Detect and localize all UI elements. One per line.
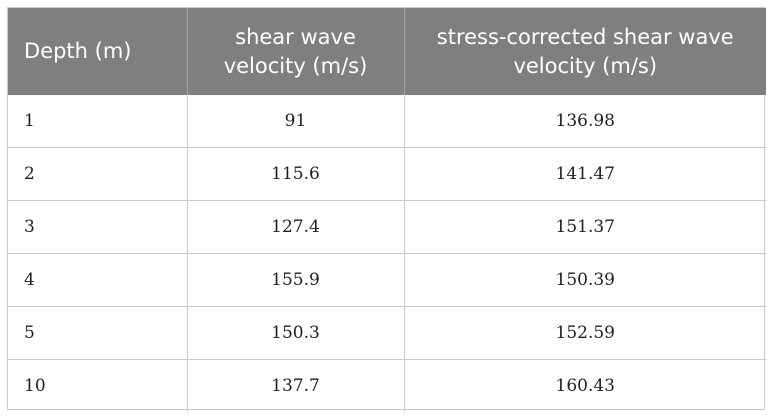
cell-depth: 10 bbox=[8, 359, 188, 412]
table-header: Depth (m) shear wave velocity (m/s) stre… bbox=[8, 8, 766, 95]
cell-shear-wave-velocity: 127.4 bbox=[187, 200, 405, 254]
cell-shear-wave-velocity: 137.7 bbox=[187, 359, 405, 412]
table-row: 2 115.6 141.47 bbox=[8, 147, 766, 201]
cell-shear-wave-velocity: 115.6 bbox=[187, 147, 405, 201]
header-row: Depth (m) shear wave velocity (m/s) stre… bbox=[8, 8, 766, 95]
table-row: 3 127.4 151.37 bbox=[8, 200, 766, 254]
cell-stress-corrected-velocity: 150.39 bbox=[404, 253, 766, 307]
data-table-frame: Depth (m) shear wave velocity (m/s) stre… bbox=[7, 7, 766, 412]
cell-stress-corrected-velocity: 151.37 bbox=[404, 200, 766, 254]
cell-depth: 4 bbox=[8, 253, 188, 307]
table-row: 1 91 136.98 bbox=[8, 95, 766, 148]
cell-shear-wave-velocity: 91 bbox=[187, 95, 405, 148]
cell-shear-wave-velocity: 150.3 bbox=[187, 306, 405, 360]
cell-depth: 2 bbox=[8, 147, 188, 201]
table-row: 10 137.7 160.43 bbox=[8, 359, 766, 412]
table-row: 5 150.3 152.59 bbox=[8, 306, 766, 360]
cell-depth: 5 bbox=[8, 306, 188, 360]
cell-stress-corrected-velocity: 136.98 bbox=[555, 111, 615, 131]
cell-stress-corrected-velocity: 160.43 bbox=[404, 359, 766, 412]
table-body: 1 91 136.98 2 115.6 141.47 3 127.4 151.3… bbox=[8, 95, 766, 412]
cell-stress-corrected-velocity: 141.47 bbox=[404, 147, 766, 201]
cell-shear-wave-velocity: 155.9 bbox=[187, 253, 405, 307]
data-table: Depth (m) shear wave velocity (m/s) stre… bbox=[8, 8, 766, 412]
table-row: 4 155.9 150.39 bbox=[8, 253, 766, 307]
header-stress-corrected-velocity: stress-corrected shear wave velocity (m/… bbox=[404, 8, 766, 95]
header-shear-wave-velocity: shear wave velocity (m/s) bbox=[187, 8, 405, 95]
header-depth: Depth (m) bbox=[8, 8, 188, 95]
cell-depth: 1 bbox=[8, 95, 188, 148]
cell-depth: 3 bbox=[8, 200, 188, 254]
cell-stress-corrected-velocity: 152.59 bbox=[404, 306, 766, 360]
